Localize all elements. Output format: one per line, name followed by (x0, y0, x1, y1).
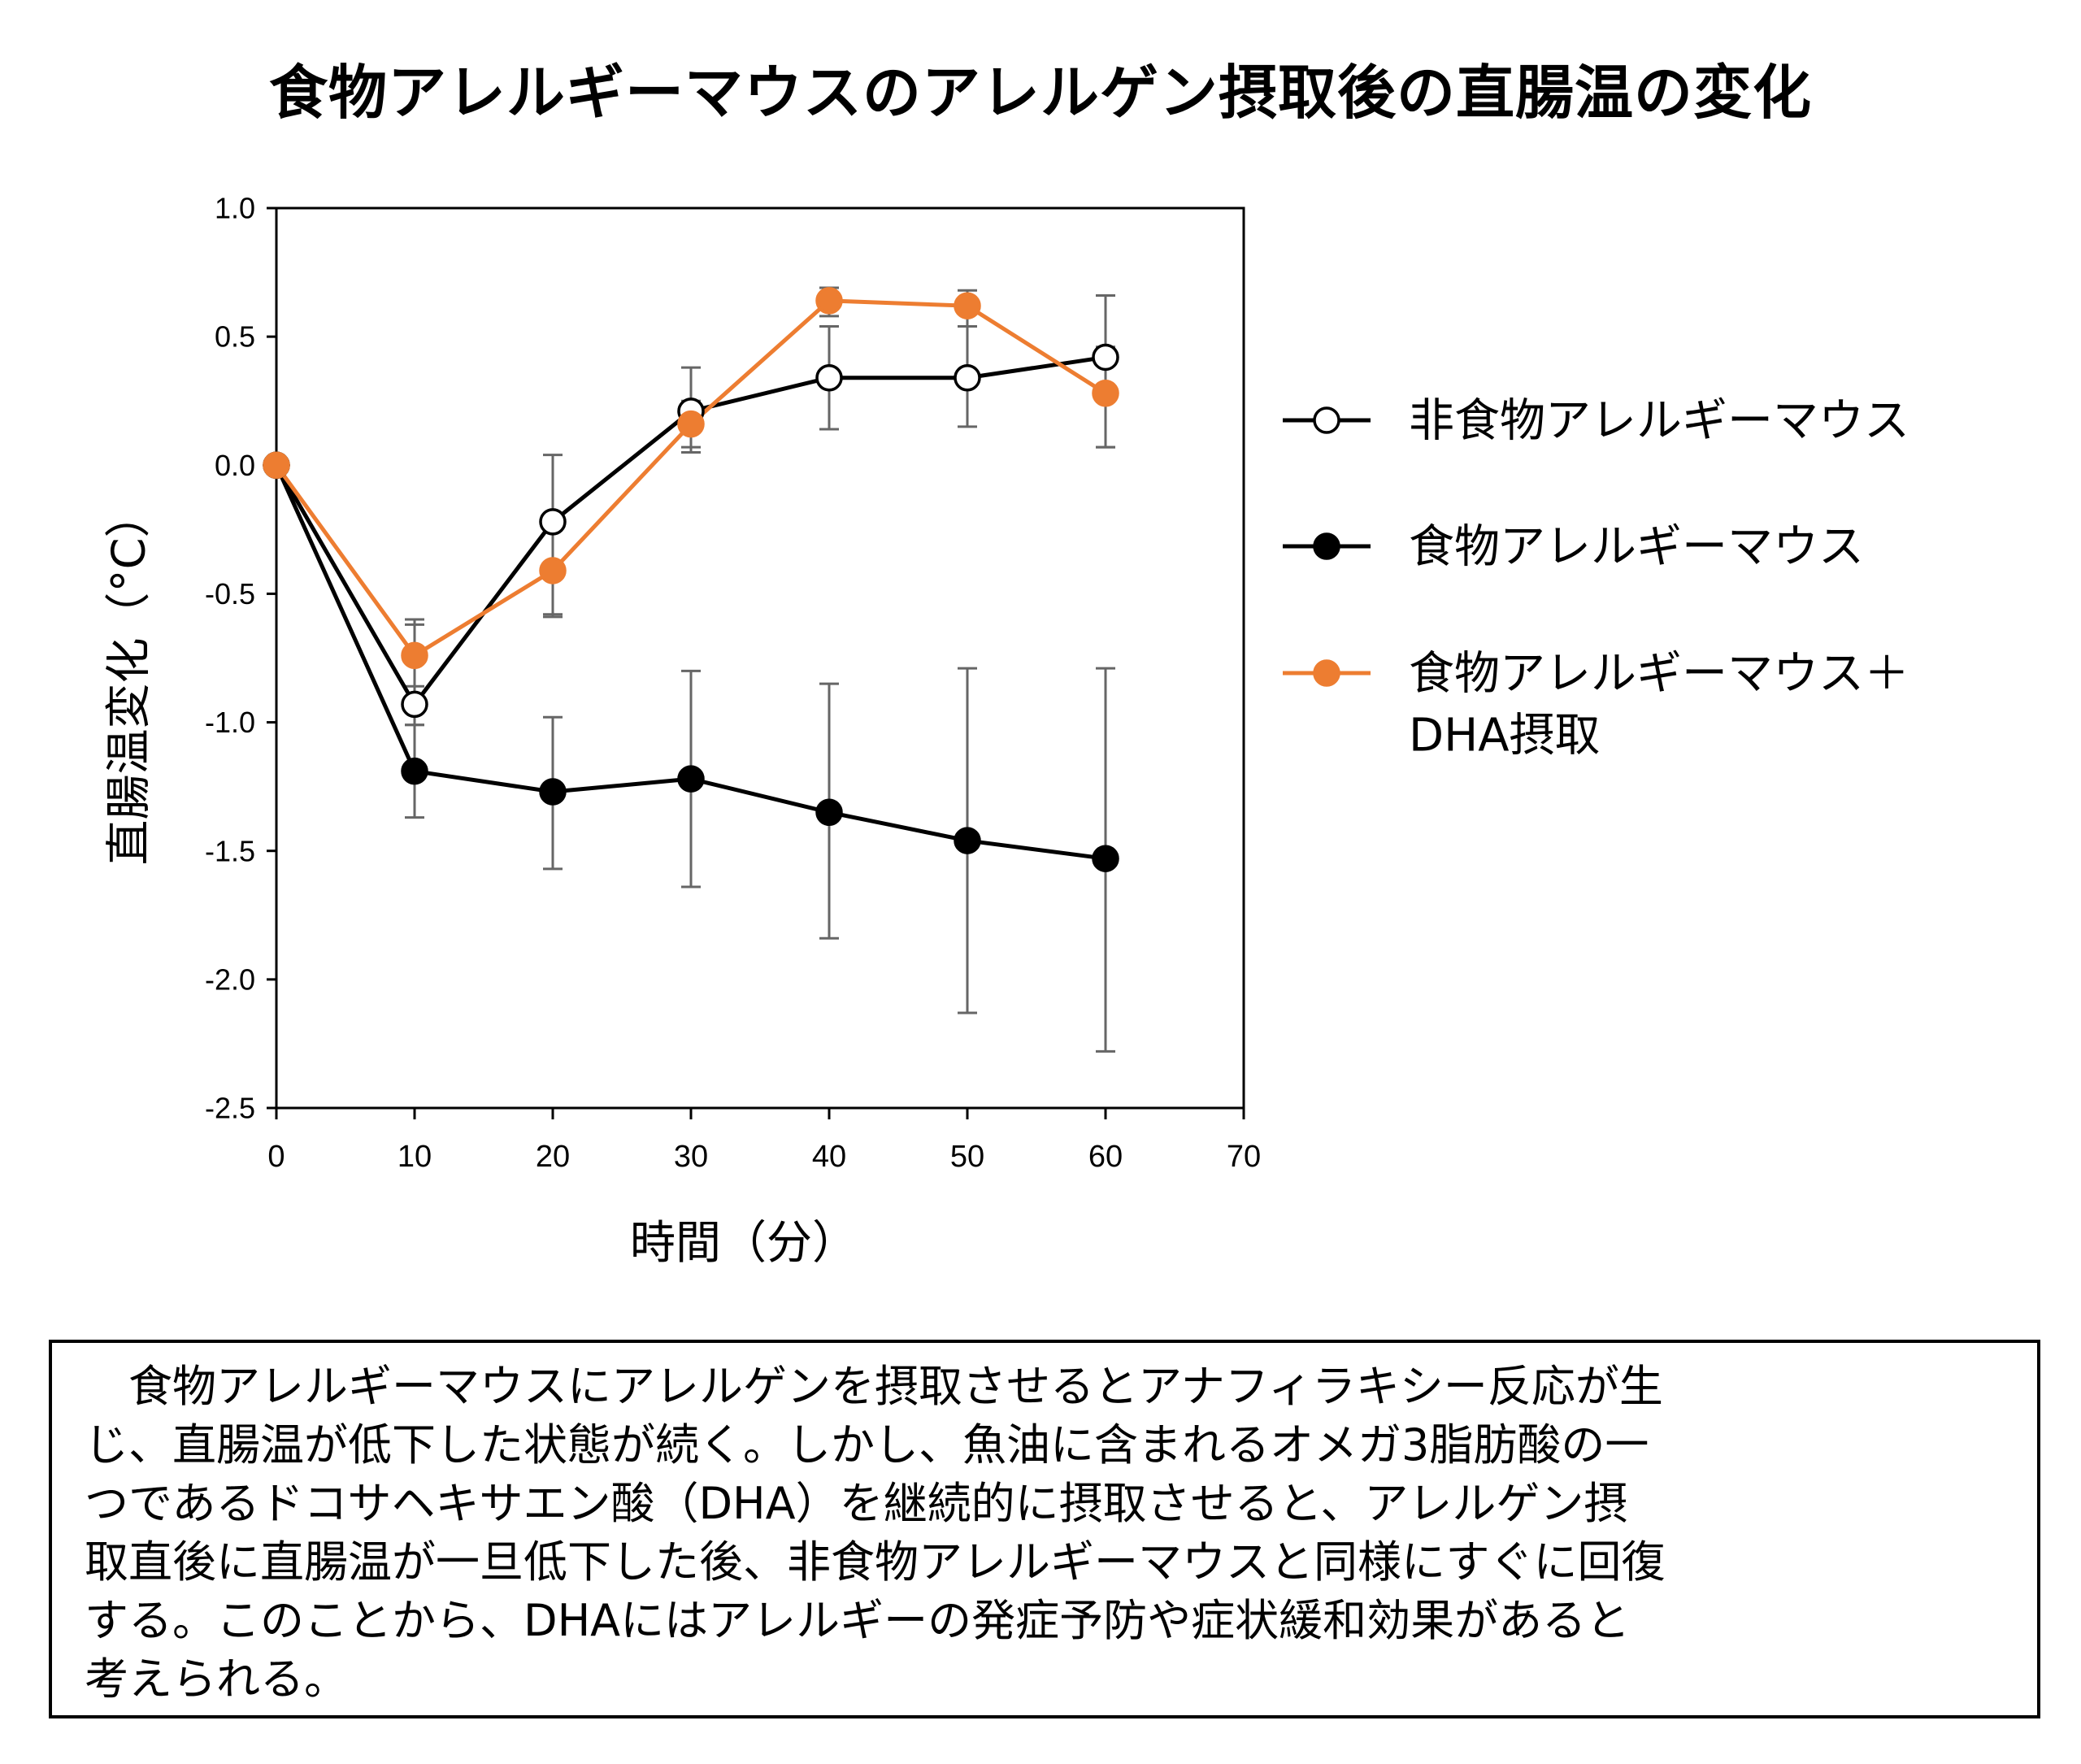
x-tick-label: 40 (812, 1140, 846, 1174)
plot-frame (275, 206, 1245, 1110)
legend-marker (1313, 532, 1340, 560)
legend-label: 非食物アレルギーマウス (1409, 395, 1909, 448)
legend-label: 食物アレルギーマウス (1409, 521, 1864, 574)
description-line: する。このことから、DHAにはアレルギーの発症予防や症状緩和効果があると (85, 1595, 1631, 1646)
data-point (539, 778, 567, 806)
series-line (274, 298, 1107, 658)
chart-title: 食物アレルギーマウスのアレルゲン摂取後の直腸温の変化 (268, 59, 1812, 127)
series-markers (263, 287, 1119, 872)
y-tick-label: -1.5 (205, 834, 255, 867)
y-tick-label: -1.0 (205, 706, 255, 739)
data-point (539, 557, 567, 584)
data-point (1092, 379, 1119, 407)
x-tick-label: 0 (267, 1140, 285, 1174)
description-line: 考えられる。 (85, 1653, 348, 1705)
tick-labels: 1.0 0.5 0.0 -0.5 -1.0 -1.5 -2.0 -2.5 0 10 20 30 40 50… (205, 192, 1261, 1174)
legend-marker (1313, 659, 1340, 687)
data-point (954, 292, 981, 319)
legend-marker (1313, 406, 1340, 434)
data-point (539, 508, 567, 536)
x-tick-label: 30 (674, 1140, 708, 1174)
y-tick-label: 1.0 (215, 192, 255, 225)
x-tick-label: 60 (1088, 1140, 1123, 1174)
data-point (263, 451, 290, 480)
error-bars (405, 286, 1115, 1053)
legend-label: 食物アレルギーマウス＋ (1409, 648, 1909, 701)
description-line: じ、直腸温が低下した状態が続く。しかし、魚油に含まれるオメガ3脂肪酸の一 (85, 1419, 1649, 1471)
y-tick-label: -2.5 (205, 1092, 255, 1125)
description-line: 取直後に直腸温が一旦低下した後、非食物アレルギーマウスと同様にすぐに回復 (85, 1536, 1666, 1588)
data-point (954, 363, 981, 392)
y-axis-title: 直腸温変化（°C） (103, 492, 156, 865)
data-point (401, 690, 428, 719)
data-point (677, 410, 705, 438)
description-line: つであるドコサヘキサエン酸（DHA）を継続的に摂取させると、アレルゲン摂 (85, 1478, 1628, 1529)
y-tick-label: 0.0 (215, 449, 255, 482)
data-point (1092, 343, 1119, 371)
y-tick-label: 0.5 (215, 320, 255, 354)
axes (267, 206, 1245, 1119)
description-line: 食物アレルギーマウスにアレルゲンを摂取させるとアナフィラキシー反応が生 (85, 1361, 1663, 1412)
data-point (815, 287, 843, 315)
data-point (401, 757, 428, 785)
data-point (1092, 845, 1119, 872)
x-axis-title: 時間（分） (630, 1217, 858, 1270)
legend-label: DHA摂取 (1409, 710, 1601, 763)
data-point (954, 827, 981, 854)
description-box: 食物アレルギーマウスにアレルゲンを摂取させるとアナフィラキシー反応が生 じ、直腸… (49, 1340, 2040, 1718)
x-tick-label: 10 (398, 1140, 432, 1174)
data-point (401, 641, 428, 670)
data-point (815, 798, 843, 827)
y-tick-label: -2.0 (205, 962, 255, 996)
x-tick-label: 50 (950, 1140, 984, 1174)
data-point (815, 363, 843, 392)
y-tick-label: -0.5 (205, 577, 255, 610)
data-point (677, 765, 705, 793)
line-chart: 1.0 0.5 0.0 -0.5 -1.0 -1.5 -2.0 -2.5 0 10 20 30 40 50… (103, 192, 1909, 1270)
x-tick-label: 20 (536, 1140, 570, 1174)
x-tick-label: 70 (1227, 1140, 1261, 1174)
